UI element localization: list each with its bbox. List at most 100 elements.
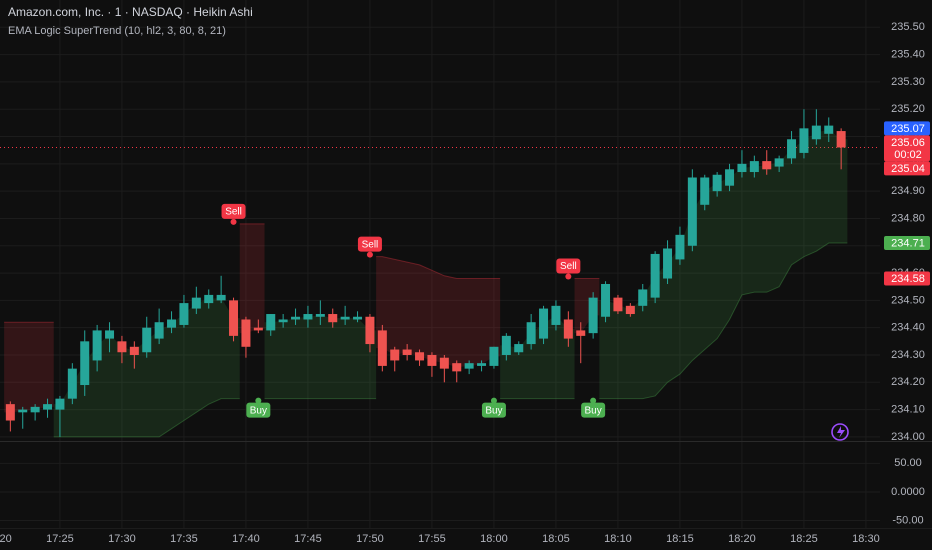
y-tick-label: 0.0000	[891, 486, 925, 498]
x-tick-label: 17:25	[46, 533, 74, 545]
candle-body	[427, 354, 437, 366]
y-tick-label: 234.00	[891, 431, 925, 443]
candle-body	[5, 404, 15, 421]
y-tick-label: 234.80	[891, 212, 925, 224]
candle-body	[253, 327, 263, 331]
x-tick-label: 18:00	[480, 533, 508, 545]
candle-body	[80, 341, 90, 386]
trend-fill	[376, 256, 501, 368]
candle-body	[191, 297, 201, 309]
candle-body	[588, 297, 598, 334]
candle-body	[92, 330, 102, 361]
candle-body	[340, 316, 350, 320]
candle-body	[377, 330, 387, 366]
candle-body	[489, 346, 499, 366]
signal-label: Buy	[481, 397, 506, 418]
candle-body	[353, 316, 363, 320]
x-tick-label: 17:55	[418, 533, 446, 545]
candle-body	[365, 316, 375, 345]
y-tick-label: -50.00	[892, 514, 923, 526]
trend-fill	[4, 322, 54, 413]
x-tick-label: 17:30	[108, 533, 136, 545]
price-tag: 235.04	[884, 161, 930, 176]
y-tick-label: 234.50	[891, 294, 925, 306]
price-tag: 234.58	[884, 271, 930, 286]
candle-body	[477, 363, 487, 366]
candle-body	[762, 161, 772, 170]
signal-text: Sell	[362, 239, 379, 250]
candle-body	[154, 322, 164, 339]
y-tick-label: 50.00	[894, 457, 922, 469]
candle-body	[700, 177, 710, 205]
trend-fill	[500, 315, 575, 399]
x-tick-label: 18:15	[666, 533, 694, 545]
trend-fill	[599, 129, 848, 399]
logo-ring	[831, 423, 849, 441]
candle-body	[464, 363, 474, 369]
price-tag-box	[884, 135, 930, 162]
indicator-title: EMA Logic SuperTrend (10, hl2, 3, 80, 8,…	[8, 25, 226, 37]
y-tick-label: 235.20	[891, 103, 925, 115]
candle-body	[712, 174, 722, 192]
price-tag-box	[884, 121, 930, 136]
candle-body	[601, 283, 611, 317]
candle-body	[576, 330, 586, 336]
signal-label: Sell	[556, 258, 581, 280]
candle-body	[291, 316, 301, 320]
candle-body	[799, 128, 809, 153]
price-tag-box	[884, 236, 930, 251]
candle-body	[328, 314, 338, 323]
y-tick-label: 234.30	[891, 349, 925, 361]
signal-box	[246, 402, 271, 418]
candle-body	[551, 305, 561, 325]
candle-body	[303, 314, 313, 320]
logo-bolt	[837, 426, 845, 438]
price-tag-value: 234.71	[891, 237, 925, 249]
candle-body	[650, 253, 660, 298]
signal-dot	[490, 397, 497, 404]
candle-body	[774, 158, 784, 167]
candle-body	[278, 319, 288, 323]
candle-body	[18, 409, 28, 413]
candle-body	[514, 344, 524, 353]
candle-body	[142, 327, 152, 353]
y-tick-label: 235.40	[891, 49, 925, 61]
y-tick-label: 234.90	[891, 185, 925, 197]
signal-label: Buy	[581, 397, 606, 418]
x-tick-label: 18:10	[604, 533, 632, 545]
y-tick-label: 234.40	[891, 322, 925, 334]
trend-fill	[264, 315, 377, 399]
candle-body	[43, 404, 53, 410]
candle-body	[241, 319, 251, 347]
price-tag-box	[884, 161, 930, 176]
candle-body	[836, 131, 846, 148]
x-tick-label: 17:35	[170, 533, 198, 545]
candle-body	[613, 297, 623, 312]
signal-dot	[230, 218, 237, 225]
candle-body	[663, 248, 673, 279]
trend-line	[53, 398, 240, 438]
logo	[831, 423, 849, 441]
candle-body	[749, 161, 759, 173]
y-tick-label: 235.30	[891, 76, 925, 88]
signal-box	[221, 203, 246, 219]
trend-line	[599, 242, 848, 400]
candle-body	[204, 294, 214, 304]
price-tag-value: 235.07	[891, 123, 925, 135]
candle-body	[55, 398, 65, 410]
chart-title: Amazon.com, Inc. · 1 · NASDAQ · Heikin A…	[8, 5, 253, 19]
signal-text: Buy	[250, 405, 267, 416]
candle-body	[30, 406, 40, 413]
candle-body	[117, 341, 127, 353]
signal-label: Buy	[246, 397, 271, 418]
signal-dot	[255, 397, 262, 404]
price-tag-value: 235.04	[891, 163, 925, 175]
signal-box	[556, 258, 581, 274]
signal-box	[357, 236, 382, 252]
price-tag: 234.71	[884, 236, 930, 251]
signal-text: Buy	[485, 405, 502, 416]
y-tick-label: 234.10	[891, 404, 925, 416]
candle-body	[787, 139, 797, 159]
